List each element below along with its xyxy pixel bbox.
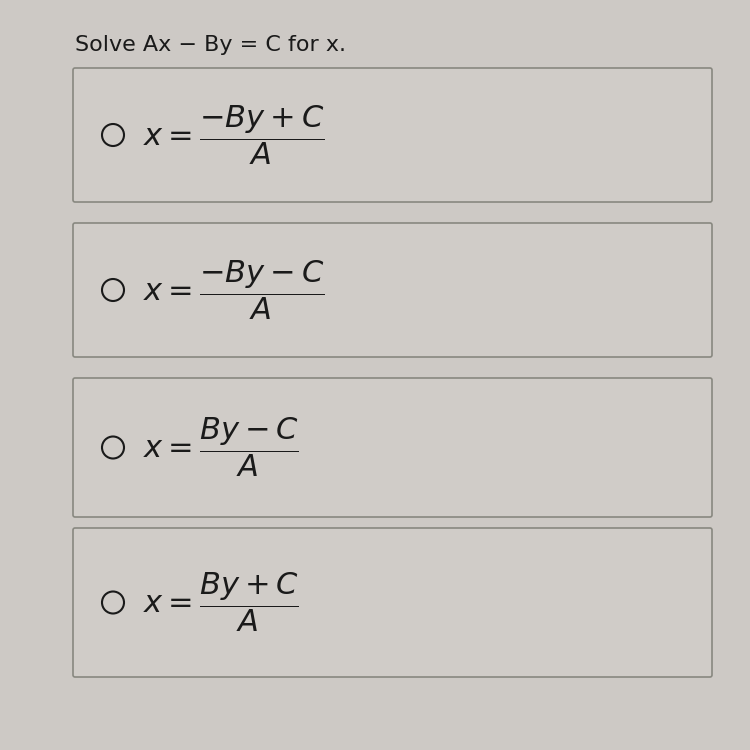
Text: $x = \dfrac{-By+C}{A}$: $x = \dfrac{-By+C}{A}$ bbox=[143, 104, 325, 166]
Text: Solve Ax − By = C for x.: Solve Ax − By = C for x. bbox=[75, 35, 346, 55]
FancyBboxPatch shape bbox=[73, 68, 712, 202]
Text: $x = \dfrac{By+C}{A}$: $x = \dfrac{By+C}{A}$ bbox=[143, 571, 299, 634]
Text: $x = \dfrac{-By-C}{A}$: $x = \dfrac{-By-C}{A}$ bbox=[143, 258, 325, 322]
FancyBboxPatch shape bbox=[73, 378, 712, 517]
FancyBboxPatch shape bbox=[73, 528, 712, 677]
Text: $x = \dfrac{By-C}{A}$: $x = \dfrac{By-C}{A}$ bbox=[143, 416, 299, 479]
FancyBboxPatch shape bbox=[73, 223, 712, 357]
